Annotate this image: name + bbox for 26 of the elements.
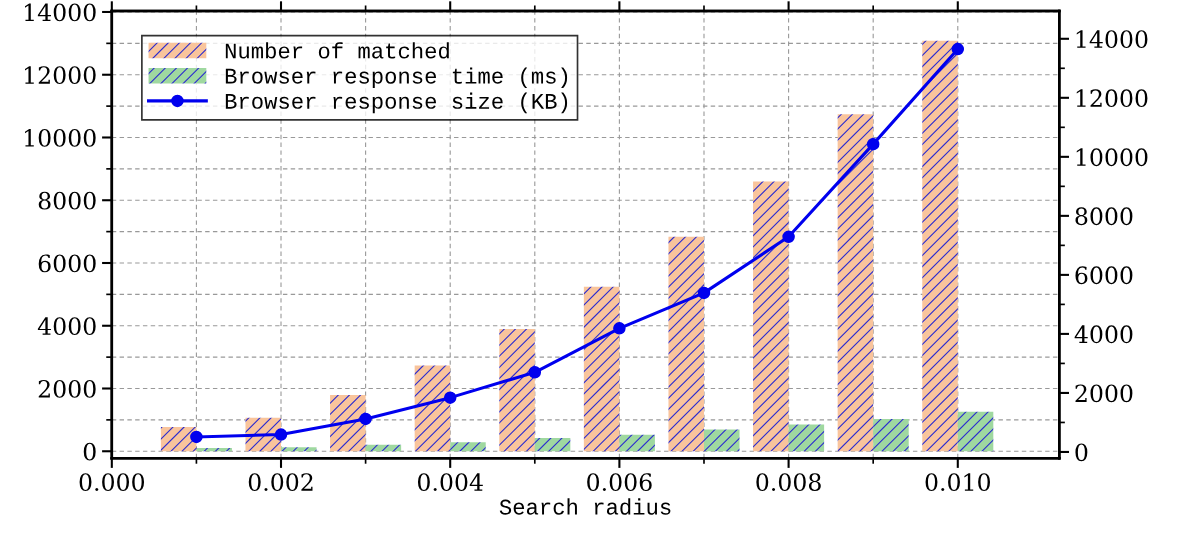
y-tick-label: 0 [83, 442, 96, 461]
x-tick-label: 0.010 [925, 473, 991, 492]
y-tick-label: 12000 [25, 66, 96, 85]
x-tick-label: 0.004 [417, 473, 483, 492]
y2-tick-label: 8000 [1075, 207, 1133, 226]
y2-tick-label: 2000 [1075, 384, 1133, 403]
y-tick-label: 10000 [25, 128, 96, 147]
y2-tick-label: 6000 [1075, 266, 1133, 285]
legend-label: Number of matched [225, 42, 449, 59]
x-axis-title: Search radius [499, 498, 671, 515]
y2-tick-label: 0 [1075, 443, 1088, 462]
y-tick-label: 6000 [38, 254, 96, 273]
y2-tick-label: 12000 [1076, 89, 1148, 108]
y-tick-label: 14000 [25, 3, 96, 22]
x-tick-label: 0.008 [756, 473, 821, 492]
y2-tick-label: 14000 [1076, 30, 1148, 49]
legend-label: Browser response time (ms) [225, 67, 568, 89]
y-tick-label: 8000 [38, 191, 96, 210]
y-tick-label: 4000 [37, 317, 96, 336]
x-tick-label: 0.002 [248, 473, 313, 492]
x-tick-label: 0.000 [79, 473, 145, 492]
y2-tick-label: 4000 [1074, 325, 1133, 344]
x-tick-label: 0.006 [587, 473, 652, 492]
y-tick-label: 2000 [38, 379, 96, 398]
y2-tick-label: 10000 [1076, 148, 1148, 167]
legend-label: Browser response size (KB) [225, 92, 568, 114]
